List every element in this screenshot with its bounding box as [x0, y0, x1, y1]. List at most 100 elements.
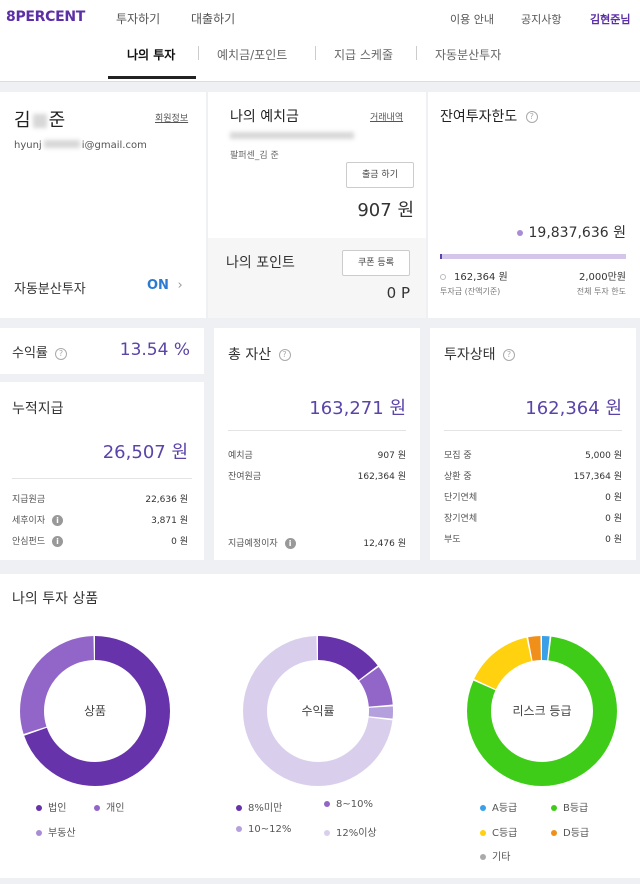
default-value: 0 원	[605, 535, 622, 545]
info-icon[interactable]: i	[52, 515, 63, 526]
return-rate-label: 수익률 ?	[12, 342, 68, 361]
default-label: 부도	[444, 535, 461, 545]
paid-principal-value: 22,636 원	[145, 495, 188, 505]
legend-grade-b: B등급	[551, 799, 588, 814]
status-title-text: 투자상태	[444, 347, 496, 363]
total-assets-title-text: 총 자산	[228, 347, 272, 363]
legend-8-10: 8~10%	[324, 799, 373, 810]
tab-divider	[315, 46, 316, 60]
tab-divider	[416, 46, 417, 60]
total-assets-amount: 163,271 원	[309, 398, 406, 419]
question-icon[interactable]: ?	[525, 111, 538, 123]
question-icon[interactable]: ?	[502, 349, 515, 361]
divider	[228, 430, 406, 431]
product-type-segments	[20, 636, 170, 786]
member-info-link[interactable]: 회원정보	[155, 114, 189, 124]
nav-notice[interactable]: 공지사항	[521, 13, 562, 26]
question-icon[interactable]: ?	[55, 347, 68, 360]
legend-dot-icon	[480, 805, 486, 811]
legend-label: 기타	[492, 852, 511, 863]
legend-dot-icon	[236, 826, 242, 832]
investment-status-card: 투자상태 ? 162,364 원 모집 중 5,000 원 상환 중 157,3…	[430, 328, 636, 560]
legend-dot-icon	[480, 854, 486, 860]
nav-invest[interactable]: 투자하기	[116, 12, 161, 26]
deposit-card: 나의 예치금 거래내역 팔퍼센_김 준 출금 하기 907 원	[208, 92, 426, 238]
legend-over-12: 12%이상	[324, 824, 377, 839]
legend-other: 기타	[480, 848, 510, 863]
legend-label: 개인	[106, 803, 125, 814]
long-delinquent-value: 0 원	[605, 514, 622, 524]
auto-invest-status-text: ON	[147, 278, 169, 293]
email-prefix: hyunj	[14, 140, 42, 151]
legend-10-12: 10~12%	[236, 824, 291, 835]
tab-auto-invest[interactable]: 자동분산투자	[435, 48, 502, 62]
remaining-limit-value: 19,837,636 원	[528, 225, 627, 241]
account-holder: 팔퍼센_김 준	[230, 151, 279, 161]
nav-loan[interactable]: 대출하기	[191, 12, 236, 26]
invested-value: 162,364 원	[454, 272, 508, 283]
repaying-label: 상환 중	[444, 472, 472, 482]
user-name-last: 준	[48, 110, 66, 131]
info-icon[interactable]: i	[284, 538, 296, 549]
remaining-limit: 19,837,636 원	[516, 222, 627, 242]
donut-segment-0-0[interactable]	[20, 636, 170, 786]
risk-grade-segments	[467, 636, 617, 786]
donut-segment-0-1[interactable]	[20, 636, 170, 786]
chevron-right-icon: ›	[177, 278, 183, 293]
legend-grade-a: A등급	[480, 799, 517, 814]
deposit-label: 예치금	[228, 451, 253, 461]
donut-segment-2-0[interactable]	[467, 636, 617, 786]
recruiting-label: 모집 중	[444, 451, 472, 461]
withdraw-button[interactable]: 출금 하기	[346, 162, 414, 188]
safety-fund-text: 안심펀드	[12, 537, 46, 547]
total-assets-title: 총 자산 ?	[228, 344, 291, 364]
deposit-title: 나의 예치금	[230, 109, 299, 125]
donut-segment-2-1[interactable]	[467, 636, 617, 786]
points-amount: 0 P	[386, 284, 410, 302]
site-logo[interactable]: 8PERCENT	[6, 9, 86, 25]
invested-label: 투자금 (잔액기준)	[440, 287, 501, 296]
auto-invest-status[interactable]: ON ›	[147, 278, 183, 293]
after-tax-interest-text: 세후이자	[12, 516, 46, 526]
legend-dot-icon	[36, 830, 42, 836]
tab-deposit-points[interactable]: 예치금/포인트	[217, 48, 288, 62]
legend-grade-d: D등급	[551, 824, 589, 839]
info-icon[interactable]: i	[52, 536, 63, 547]
transaction-history-link[interactable]: 거래내역	[370, 113, 404, 123]
safety-fund-label: 안심펀드 i	[12, 534, 63, 547]
legend-label: 8~10%	[336, 799, 373, 810]
investment-limit-card: 잔여투자한도 ? 19,837,636 원 162,364 원 2,000만원 …	[428, 92, 640, 318]
paid-principal-label: 지급원금	[12, 495, 46, 505]
legend-under-8: 8%미만	[236, 799, 282, 814]
divider	[12, 478, 192, 479]
tab-my-investment[interactable]: 나의 투자	[127, 48, 176, 62]
donut-segment-1-2[interactable]	[243, 636, 393, 786]
donut-segment-1-0[interactable]	[243, 636, 393, 786]
question-icon[interactable]: ?	[278, 349, 291, 361]
expected-interest-label: 지급예정이자 i	[228, 536, 296, 549]
return-rate-donut	[243, 636, 393, 786]
donut-segment-1-3[interactable]	[243, 636, 393, 786]
recruiting-value: 5,000 원	[585, 451, 622, 461]
user-menu[interactable]: 김현준님	[590, 13, 631, 26]
account-number-mask	[230, 132, 354, 139]
legend-dot-icon	[94, 805, 100, 811]
short-delinquent-value: 0 원	[605, 493, 622, 503]
remaining-dot-icon	[516, 230, 523, 236]
legend-real-estate: 부동산	[36, 824, 76, 839]
coupon-register-button[interactable]: 쿠폰 등록	[342, 250, 410, 276]
return-rate-value: 13.54 %	[119, 340, 190, 360]
limit-progress-fill	[440, 254, 442, 259]
products-title: 나의 투자 상품	[12, 591, 99, 607]
return-rate-segments	[243, 636, 393, 786]
top-nav: 8PERCENT 투자하기 대출하기 이용 안내 공지사항 김현준님	[0, 0, 640, 38]
legend-label: D등급	[563, 828, 590, 839]
name-mask	[32, 114, 47, 128]
nav-guide[interactable]: 이용 안내	[450, 13, 494, 26]
tab-payment-schedule[interactable]: 지급 스케줄	[334, 48, 394, 62]
long-delinquent-label: 장기연체	[444, 514, 478, 524]
short-delinquent-label: 단기연체	[444, 493, 478, 503]
legend-label: B등급	[563, 803, 589, 814]
remaining-principal-label: 잔여원금	[228, 472, 262, 482]
deposit-value: 907 원	[377, 451, 406, 461]
